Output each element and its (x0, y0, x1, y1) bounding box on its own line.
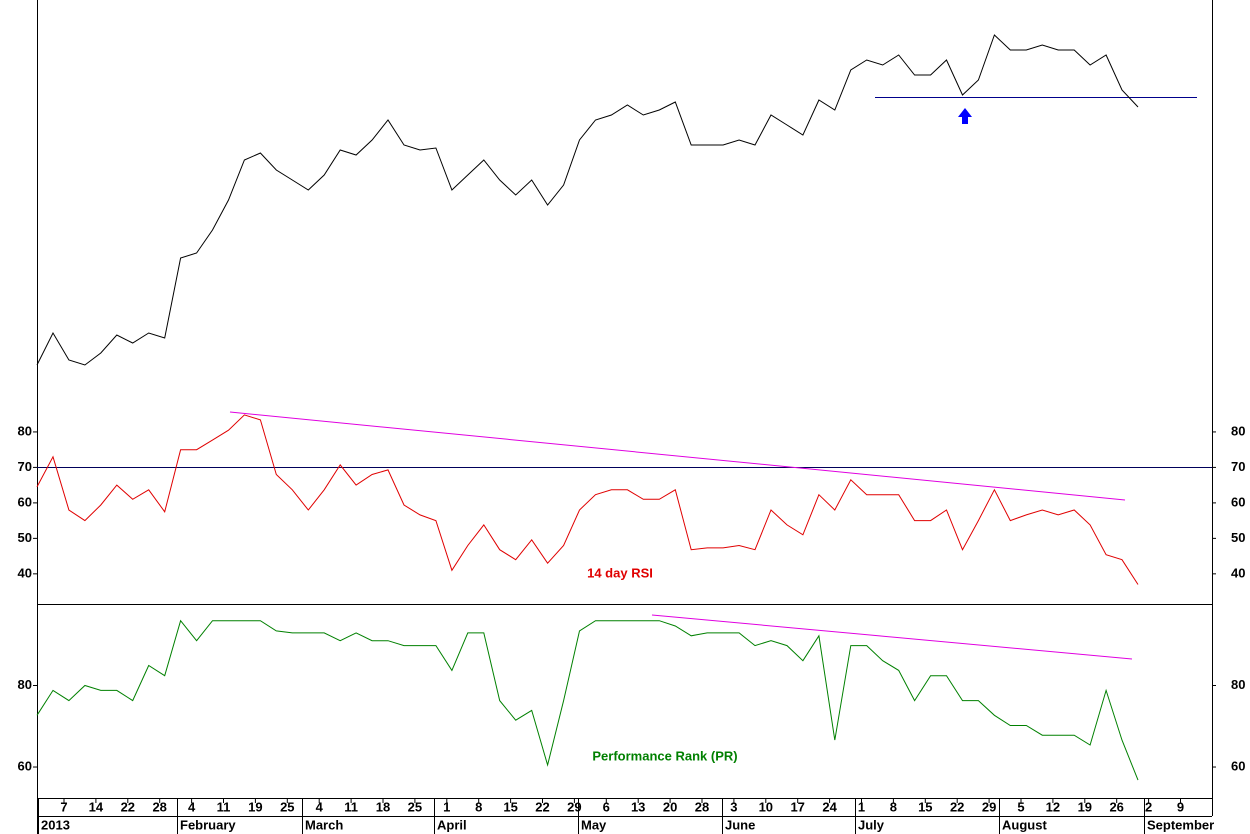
y-tick-label: 40 (1231, 565, 1245, 580)
y-tick-label: 80 (18, 677, 32, 692)
x-tick-label: 4 (316, 799, 324, 814)
pr-label: Performance Rank (PR) (592, 748, 737, 763)
x-tick-label: 22 (535, 799, 549, 814)
x-tick-label: 6 (603, 799, 610, 814)
y-tick-label: 80 (18, 423, 32, 438)
x-tick-label: 4 (188, 799, 196, 814)
x-tick-label: 8 (475, 799, 482, 814)
y-tick-label: 60 (1231, 758, 1245, 773)
y-tick-label: 70 (1231, 459, 1245, 474)
y-tick-label: 60 (18, 494, 32, 509)
y-tick-label: 70 (18, 459, 32, 474)
x-tick-label: 22 (121, 799, 135, 814)
month-label: August (1002, 817, 1047, 832)
x-tick-label: 1 (858, 799, 865, 814)
y-tick-label: 80 (1231, 677, 1245, 692)
frame (37, 0, 1213, 834)
x-tick-label: 19 (1078, 799, 1092, 814)
month-label: 2013 (41, 817, 70, 832)
x-tick-label: 26 (1109, 799, 1123, 814)
rsi-label: 14 day RSI (587, 565, 653, 580)
x-tick-label: 28 (695, 799, 709, 814)
x-tick-label: 29 (567, 799, 581, 814)
x-tick-label: 28 (152, 799, 166, 814)
x-tick-label: 13 (631, 799, 645, 814)
series-line (36, 414, 1139, 585)
month-label: April (437, 817, 467, 832)
series-line (36, 34, 1139, 366)
pr-trendline (651, 614, 1133, 660)
series-line (36, 619, 1139, 781)
x-tick-label: 15 (918, 799, 932, 814)
x-tick-label: 14 (89, 799, 104, 814)
x-tick-label: 17 (790, 799, 804, 814)
month-label: September (1147, 817, 1214, 832)
month-label: March (305, 817, 343, 832)
x-tick-label: 18 (376, 799, 390, 814)
x-tick-label: 29 (982, 799, 996, 814)
y-tick-label: 60 (1231, 494, 1245, 509)
y-tick-label: 50 (1231, 530, 1245, 545)
arrow-marker (958, 108, 972, 124)
x-tick-label: 10 (759, 799, 773, 814)
x-tick-label: 1 (443, 799, 450, 814)
y-tick-label: 80 (1231, 423, 1245, 438)
x-tick-label: 2 (1145, 799, 1152, 814)
month-label: February (180, 817, 236, 832)
y-tick-label: 50 (18, 530, 32, 545)
x-tick-label: 7 (60, 799, 67, 814)
x-tick-label: 8 (890, 799, 897, 814)
x-tick-label: 5 (1017, 799, 1024, 814)
x-tick-label: 25 (280, 799, 294, 814)
x-tick-label: 11 (217, 799, 231, 814)
month-label: July (858, 817, 885, 832)
x-tick-label: 11 (344, 799, 358, 814)
y-tick-label: 40 (18, 565, 32, 580)
y-tick-label: 60 (18, 758, 32, 773)
x-tick-label: 9 (1177, 799, 1184, 814)
x-tick-label: 24 (822, 799, 837, 814)
x-tick-label: 25 (408, 799, 422, 814)
x-tick-label: 22 (950, 799, 964, 814)
x-tick-label: 3 (730, 799, 737, 814)
rsi-trendline (229, 411, 1126, 501)
x-tick-label: 20 (663, 799, 677, 814)
x-tick-label: 15 (503, 799, 517, 814)
x-tick-label: 12 (1046, 799, 1060, 814)
month-label: June (725, 817, 755, 832)
x-tick-label: 19 (248, 799, 262, 814)
month-label: May (581, 817, 607, 832)
